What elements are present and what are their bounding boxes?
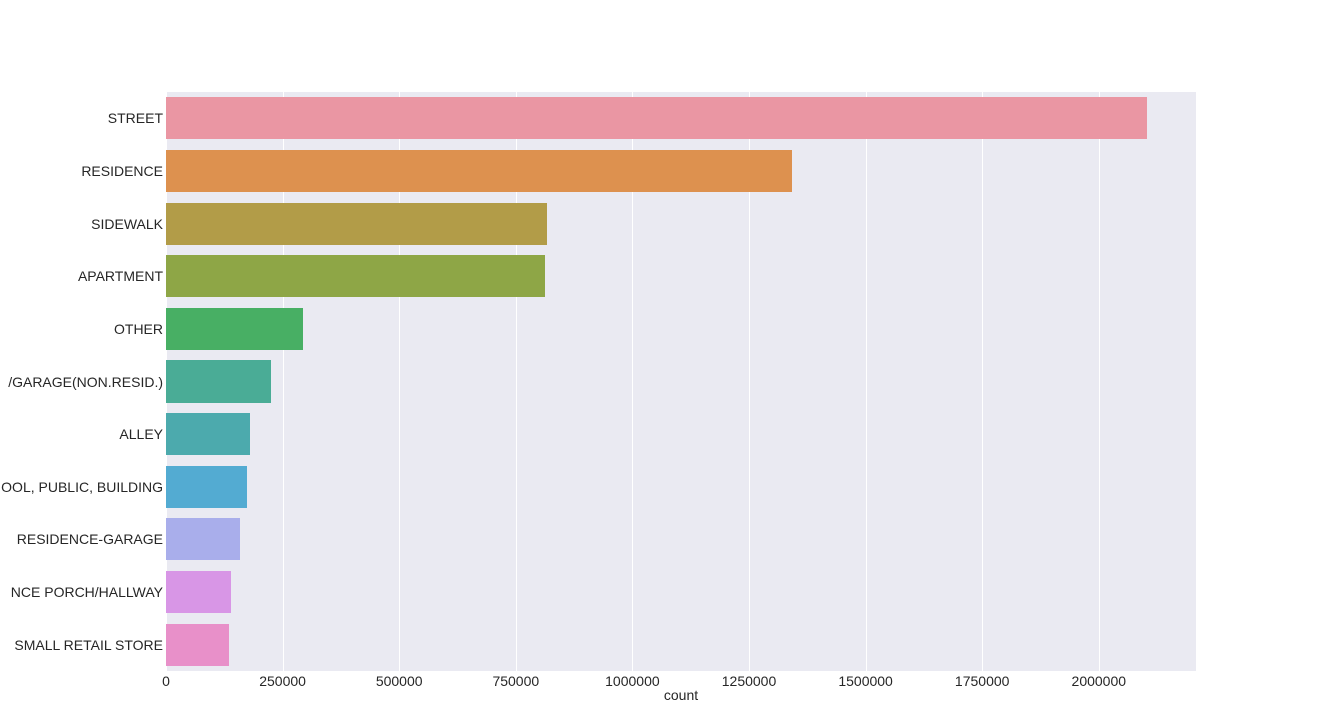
gridline [282,92,284,671]
gridline [982,92,984,671]
y-tick-label: STREET [107,110,163,127]
y-tick-label: RESIDENCE [81,162,163,179]
bar [166,518,240,561]
x-axis-label: count [663,687,699,703]
plot-area [166,92,1196,671]
gridline [749,92,750,671]
x-tick-label: 500000 [375,673,423,689]
x-tick-label: 2000000 [1071,673,1127,689]
bar [166,202,548,245]
bar [166,307,304,350]
bar [166,465,248,508]
gridline [1098,92,1100,671]
y-tick-label: SMALL RETAIL STORE [14,636,163,653]
gridline [399,92,401,671]
y-tick-label: ALLEY [119,426,163,443]
gridline [865,92,867,671]
bar [166,149,792,192]
x-tick-label: 250000 [259,673,306,689]
y-tick-label: OOL, PUBLIC, BUILDING [1,478,163,495]
y-tick-label: OTHER [114,320,163,337]
bar [166,360,271,403]
x-tick-label: 1250000 [721,673,777,689]
gridline [632,92,634,671]
y-tick-label: RESIDENCE-GARAGE [16,531,163,548]
bar [166,255,546,298]
y-tick-label: APARTMENT [77,268,163,285]
x-tick-label: 1000000 [605,673,660,689]
x-tick-label: 750000 [492,673,540,689]
x-tick-label: 1750000 [954,673,1010,689]
y-tick-label: SIDEWALK [91,215,163,232]
gridline [515,92,517,671]
bar [166,413,250,456]
bar [166,570,231,614]
x-tick-label: 1500000 [838,673,893,689]
y-tick-label: NCE PORCH/HALLWAY [10,584,163,601]
bar [166,97,1147,140]
x-tick-label: 0 [162,673,170,689]
y-tick-label: /GARAGE(NON.RESID.) [8,373,163,390]
bar [166,623,229,666]
